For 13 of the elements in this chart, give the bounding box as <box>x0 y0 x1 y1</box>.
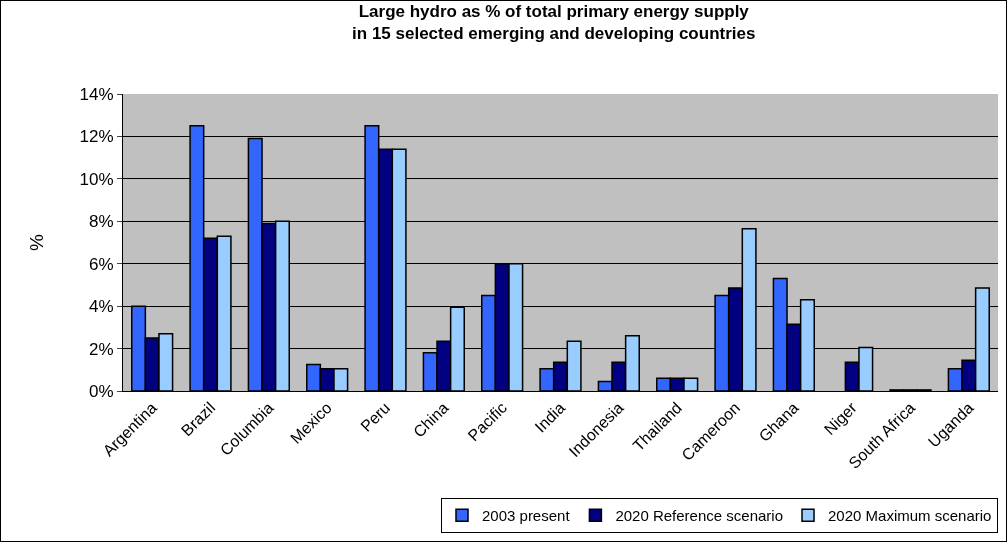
y-tick-label: 2% <box>89 339 114 359</box>
y-tick-label: 12% <box>79 127 114 147</box>
chart-title: Large hydro as % of total primary energy supply in 15 selected emerging and developing countries <box>352 2 756 44</box>
y-tick-label: 8% <box>89 212 114 232</box>
legend-label: 2020 Reference scenario <box>615 507 784 525</box>
y-tick-label: 10% <box>79 169 114 189</box>
y-tick-label: 0% <box>89 381 114 401</box>
legend-label: 2020 Maximum scenario <box>828 507 992 525</box>
y-axis-title: % <box>26 233 48 251</box>
legend-label: 2003 present <box>482 507 571 525</box>
y-tick-label: 6% <box>89 254 114 274</box>
y-tick-label: 4% <box>89 297 114 317</box>
y-tick-label: 14% <box>79 84 114 104</box>
